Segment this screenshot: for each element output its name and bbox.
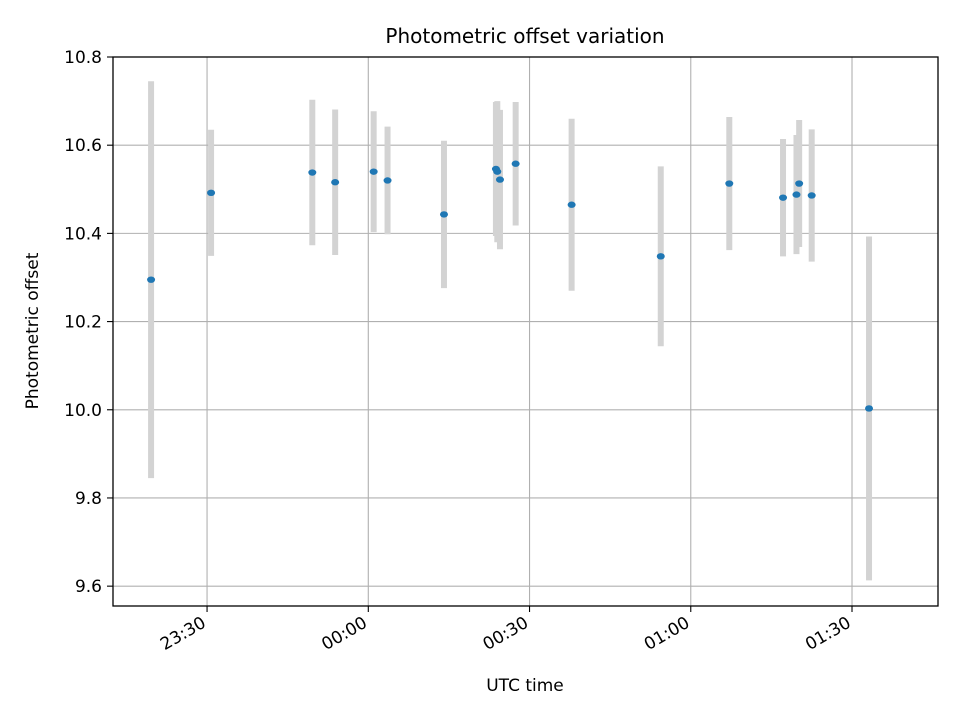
y-tick-label: 10.0 xyxy=(64,401,102,421)
data-point xyxy=(792,191,801,198)
data-point xyxy=(439,211,448,218)
data-point xyxy=(807,192,816,199)
chart-title: Photometric offset variation xyxy=(385,24,664,48)
data-point xyxy=(795,180,804,187)
y-tick-label: 10.8 xyxy=(64,48,102,68)
data-point xyxy=(369,168,378,175)
x-axis-label: UTC time xyxy=(486,676,564,696)
data-point xyxy=(511,160,520,167)
data-points xyxy=(147,160,874,412)
data-point xyxy=(495,176,504,183)
data-point xyxy=(147,276,156,283)
y-axis-label: Photometric offset xyxy=(23,252,43,409)
y-tick-label: 10.6 xyxy=(64,136,102,156)
data-point xyxy=(567,201,576,208)
data-point xyxy=(308,169,317,176)
data-point xyxy=(656,253,665,260)
data-point xyxy=(779,194,788,201)
data-point xyxy=(331,179,340,186)
data-point xyxy=(493,168,502,175)
data-point xyxy=(725,180,734,187)
data-point xyxy=(207,189,216,197)
data-point xyxy=(865,405,874,412)
y-tick-label: 10.4 xyxy=(64,224,102,244)
plot-frame xyxy=(112,56,939,607)
data-point xyxy=(383,177,392,184)
y-axis-ticks: 9.6 9.8 10.0 10.2 10.4 10.6 10.8 xyxy=(64,48,113,597)
y-tick-label: 10.2 xyxy=(64,313,102,333)
y-tick-label: 9.8 xyxy=(75,489,102,509)
y-tick-label: 9.6 xyxy=(75,577,102,597)
